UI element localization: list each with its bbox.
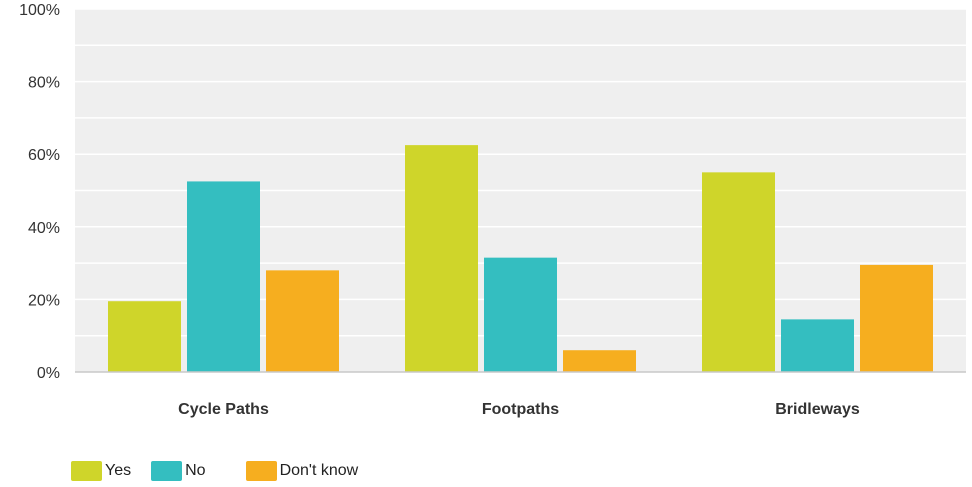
category-label: Bridleways	[775, 401, 860, 418]
y-tick-label: 80%	[28, 75, 60, 92]
legend: Yes No Don't know	[71, 459, 358, 483]
legend-swatch	[151, 461, 183, 481]
bar-yes-footpaths	[405, 145, 478, 372]
bar-don-t-know-cycle-paths	[266, 270, 339, 372]
bar-chart: 0% 20% 40% 60% 80% 100% Cycle Paths Foot…	[19, 2, 966, 418]
bar-don-t-know-footpaths	[563, 350, 636, 372]
x-axis-categories: Cycle Paths Footpaths Bridleways	[178, 401, 860, 418]
category-label: Footpaths	[482, 401, 559, 418]
legend-swatch	[245, 461, 277, 481]
y-axis-ticks: 0% 20% 40% 60% 80% 100%	[19, 2, 60, 382]
y-tick-label: 0%	[37, 365, 60, 382]
y-tick-label: 40%	[28, 220, 60, 237]
legend-swatch	[71, 461, 102, 481]
bar-no-bridleways	[781, 319, 854, 372]
legend-item-yes: Yes	[71, 461, 131, 481]
y-tick-label: 60%	[28, 147, 60, 164]
bars	[108, 145, 933, 372]
bar-no-cycle-paths	[187, 181, 260, 372]
legend-label: Don't know	[279, 462, 359, 479]
y-tick-label: 100%	[19, 2, 60, 19]
bar-yes-cycle-paths	[108, 301, 181, 372]
legend-item-dont-know: Don't know	[245, 461, 359, 481]
legend-item-no: No	[151, 461, 206, 481]
bar-yes-bridleways	[702, 172, 775, 372]
legend-label: Yes	[105, 462, 132, 479]
bar-don-t-know-bridleways	[860, 264, 933, 372]
bar-no-footpaths	[484, 257, 557, 372]
y-tick-label: 20%	[28, 292, 60, 309]
legend-label: No	[185, 462, 206, 479]
category-label: Cycle Paths	[178, 401, 269, 418]
